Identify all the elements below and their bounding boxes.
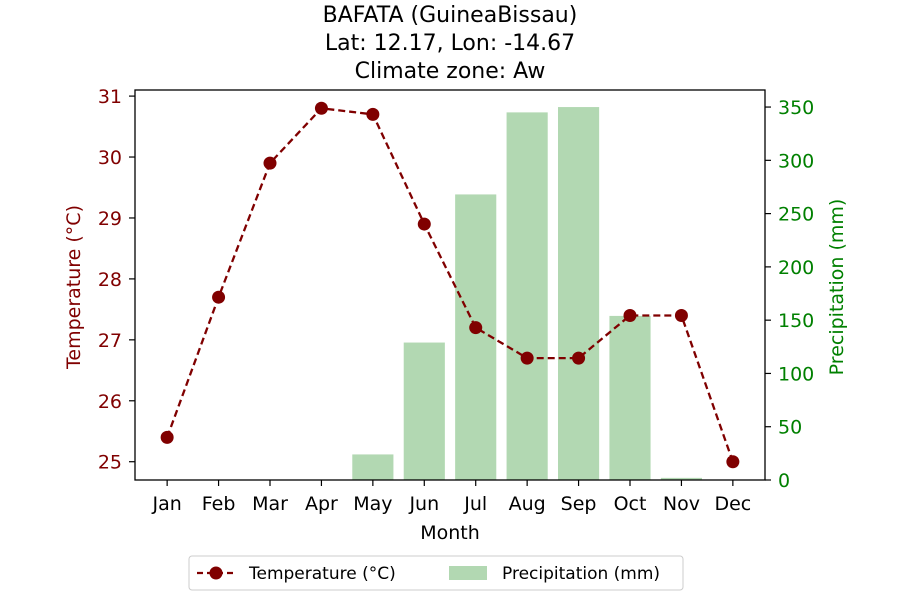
precip-tick-label-100: 100 (778, 363, 814, 385)
x-tick-label-may: May (353, 493, 392, 515)
temp-point-feb (212, 290, 226, 304)
plot-frame (134, 89, 766, 481)
x-tick-label-nov: Nov (663, 493, 700, 515)
temperature-series-line (166, 107, 734, 463)
precipitation-bars (352, 107, 702, 481)
temp-point-jul (469, 321, 483, 335)
temp-tick-label-30: 30 (98, 147, 122, 169)
legend-temperature-marker-icon (209, 566, 223, 580)
precip-bar-may (352, 454, 394, 480)
title-line-climate-zone: Climate zone: Aw (355, 59, 546, 84)
precipitation-axis: 0 50 100 150 200 250 300 350 (765, 97, 814, 492)
precip-tick-label-350: 350 (778, 97, 814, 119)
title-line-station: BAFATA (GuineaBissau) (323, 3, 578, 28)
legend: Temperature (°C) Precipitation (mm) (188, 555, 684, 591)
temp-point-dec (726, 455, 740, 469)
x-tick-label-oct: Oct (614, 493, 647, 515)
precip-tick-label-50: 50 (778, 417, 802, 439)
legend-precipitation-label: Precipitation (mm) (502, 564, 660, 584)
temp-point-may (366, 107, 380, 121)
precip-bar-oct (609, 315, 651, 480)
temp-tick-label-25: 25 (98, 452, 122, 474)
x-tick-label-dec: Dec (714, 493, 751, 515)
precip-tick-label-250: 250 (778, 204, 814, 226)
x-tick-label-sep: Sep (561, 493, 597, 515)
x-tick-label-jul: Jul (463, 493, 487, 515)
precipitation-axis-title: Precipitation (mm) (826, 199, 848, 376)
temp-point-oct (623, 308, 637, 322)
precip-bar-nov (660, 477, 702, 480)
precip-tick-label-200: 200 (778, 257, 814, 279)
x-tick-label-apr: Apr (305, 493, 338, 515)
temperature-axis: 25 26 27 28 29 30 31 (98, 86, 135, 474)
temp-point-mar (263, 156, 277, 170)
temp-point-aug (520, 351, 534, 365)
temp-tick-label-29: 29 (98, 208, 122, 230)
x-axis: Jan Feb Mar Apr May Jun Jul Aug Sep Oct Nov Dec (151, 480, 751, 515)
precip-bar-aug (506, 112, 548, 481)
x-tick-label-jun: Jun (408, 493, 439, 515)
temp-tick-label-26: 26 (98, 391, 122, 413)
precip-tick-label-150: 150 (778, 310, 814, 332)
x-tick-label-mar: Mar (252, 493, 288, 515)
precip-bar-jul (455, 194, 497, 481)
temp-tick-label-27: 27 (98, 330, 122, 352)
temp-tick-label-31: 31 (98, 86, 122, 108)
precip-tick-label-0: 0 (778, 470, 790, 492)
legend-box (188, 555, 684, 591)
temp-point-apr (314, 101, 328, 115)
temp-point-sep (572, 351, 586, 365)
x-tick-label-aug: Aug (509, 493, 546, 515)
legend-precipitation-swatch-icon (449, 566, 487, 580)
temperature-line (160, 101, 740, 469)
precip-bar-sep (558, 107, 600, 480)
temp-point-jan (160, 430, 174, 444)
precip-tick-label-300: 300 (778, 150, 814, 172)
temperature-axis-title: Temperature (°C) (63, 205, 85, 370)
x-axis-title: Month (420, 522, 480, 544)
precip-bar-jun (403, 342, 445, 480)
temp-point-nov (674, 308, 688, 322)
temp-point-jun (417, 217, 431, 231)
chart-title: BAFATA (GuineaBissau) Lat: 12.17, Lon: -… (323, 3, 578, 84)
x-tick-label-jan: Jan (151, 493, 181, 515)
x-tick-label-feb: Feb (202, 493, 236, 515)
legend-temperature-label: Temperature (°C) (248, 564, 396, 584)
title-line-coordinates: Lat: 12.17, Lon: -14.67 (325, 31, 575, 56)
temp-tick-label-28: 28 (98, 269, 122, 291)
